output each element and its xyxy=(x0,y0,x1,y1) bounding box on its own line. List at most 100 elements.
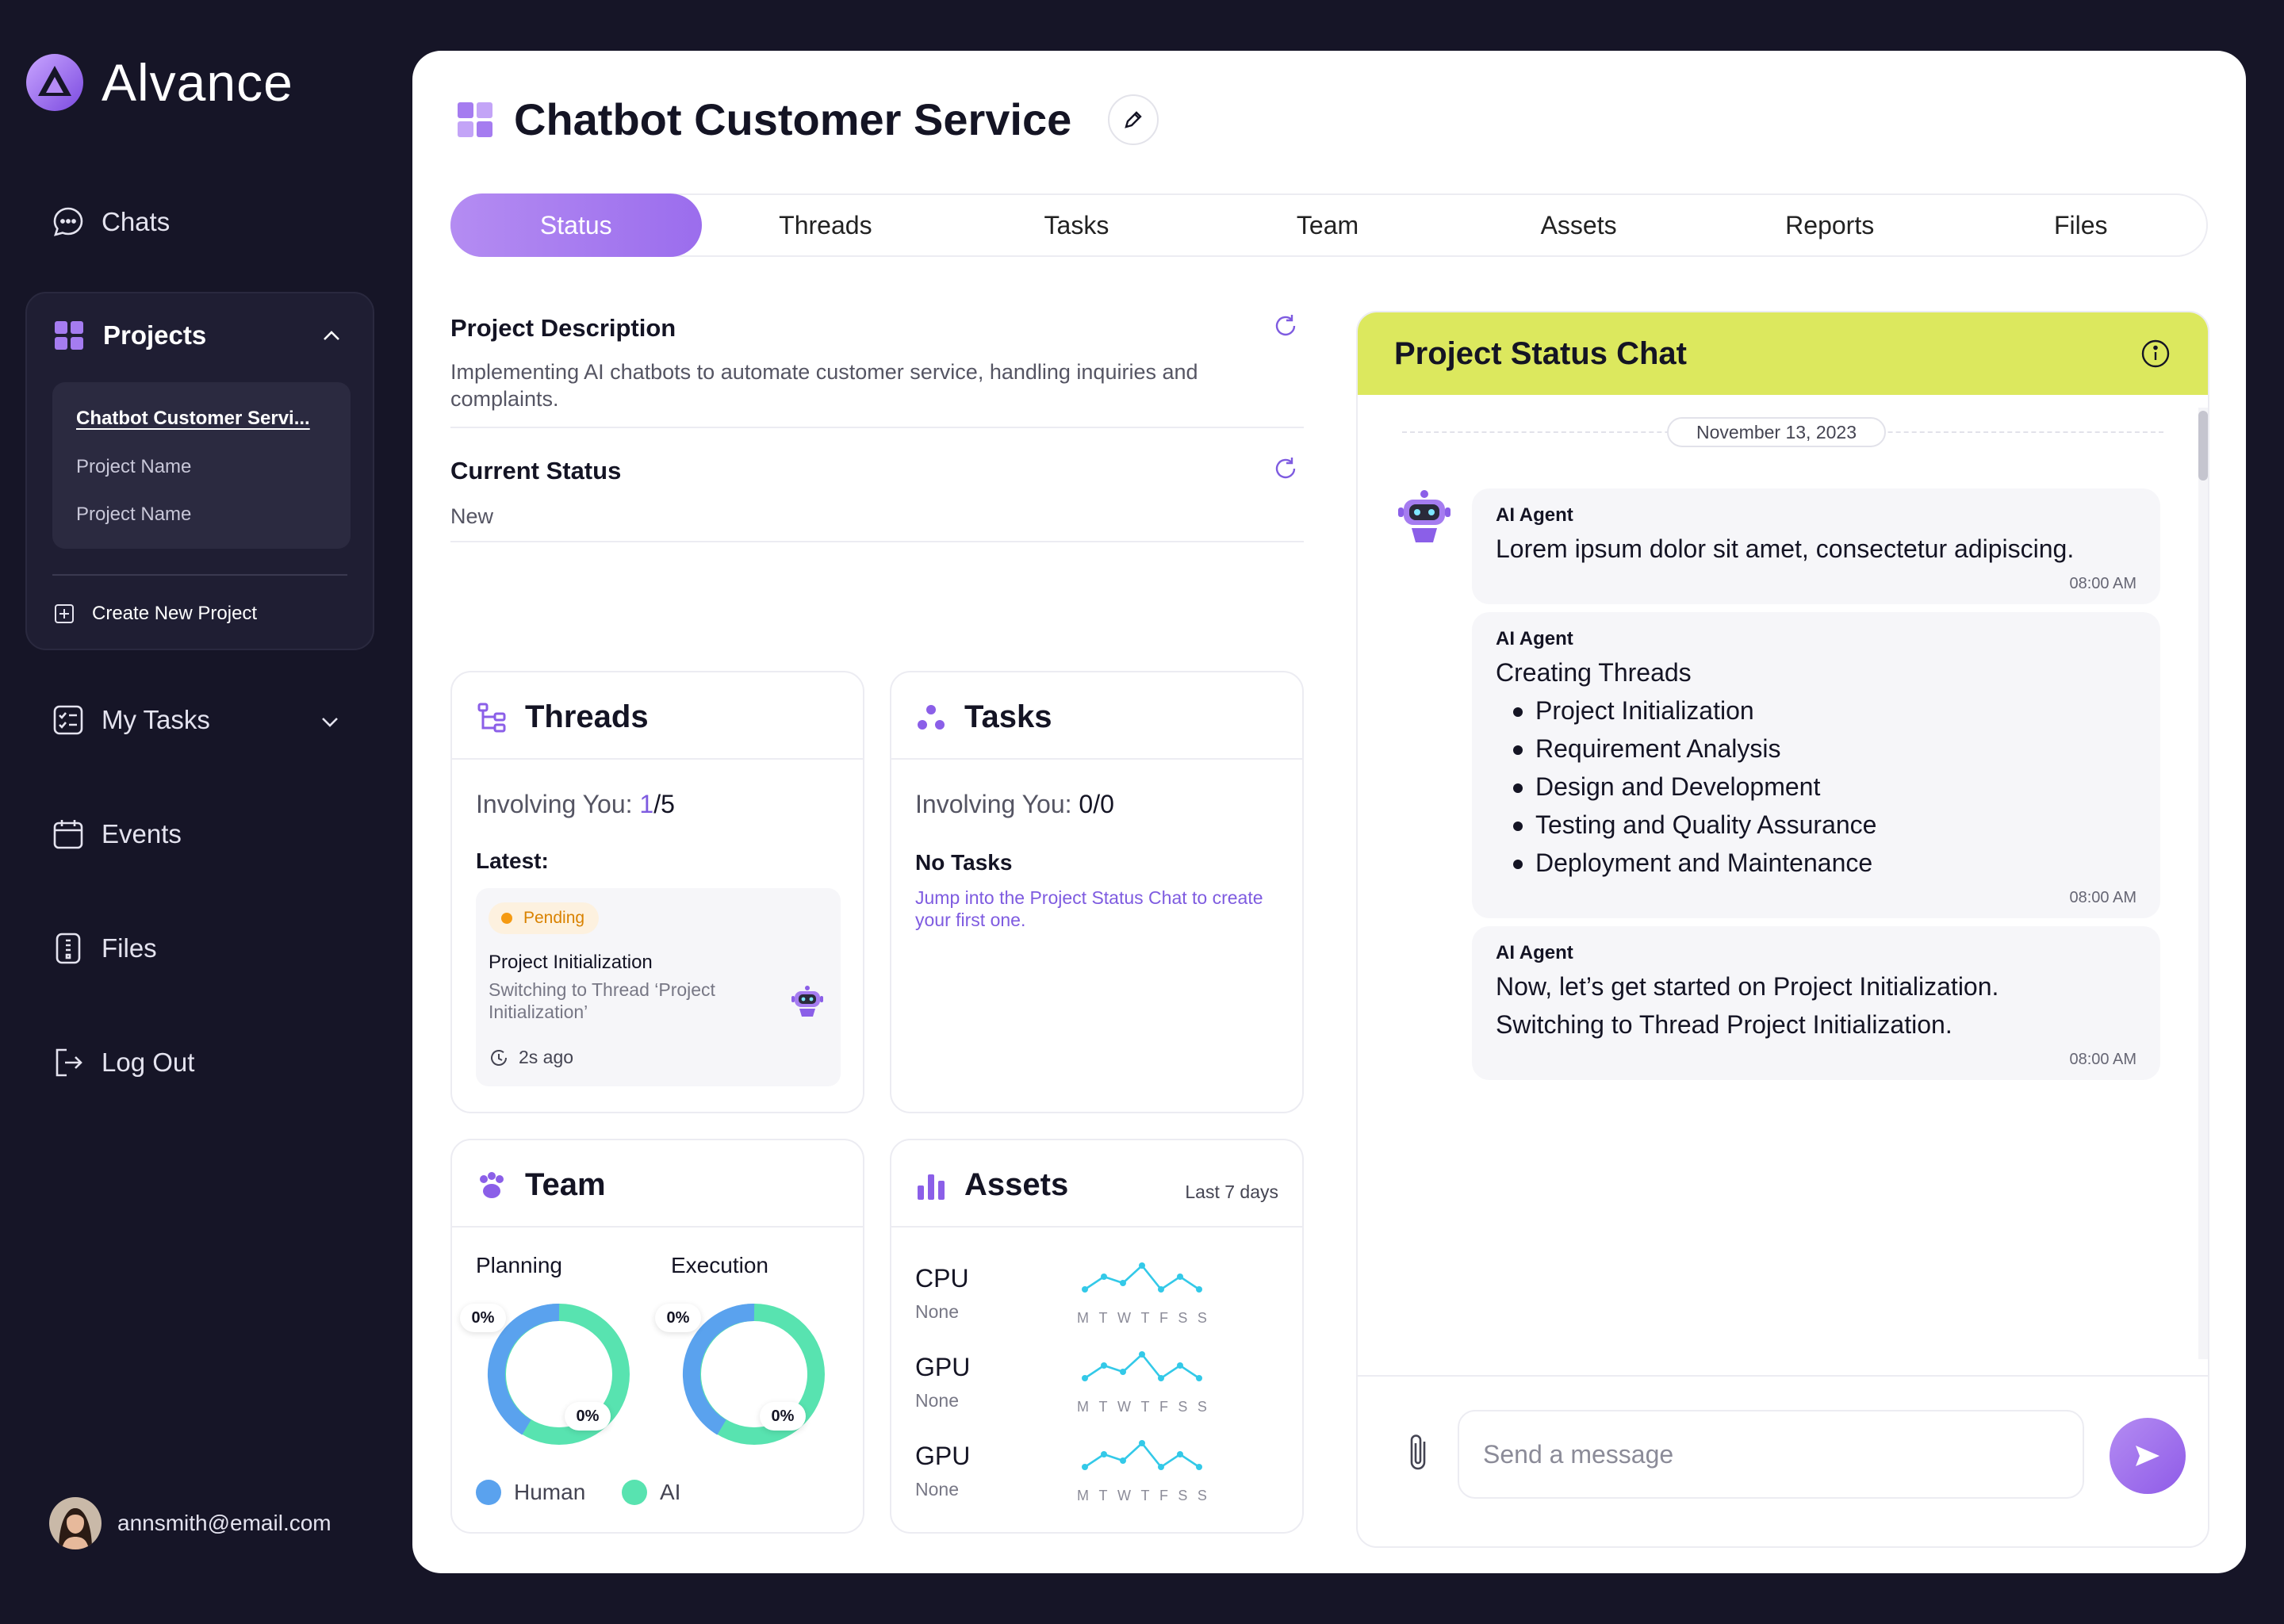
legend-ai: AI xyxy=(622,1480,680,1505)
nav-logout[interactable]: Log Out xyxy=(51,1045,194,1080)
list-item: Deployment and Maintenance xyxy=(1510,844,1876,882)
asset-row-gpu: GPU None xyxy=(915,1353,971,1411)
message-sender: AI Agent xyxy=(1496,504,1573,526)
tasks-hint-link[interactable]: Jump into the Project Status Chat to cre… xyxy=(915,887,1263,930)
status-label: Current Status xyxy=(450,457,622,485)
scrollbar-track[interactable] xyxy=(2198,408,2208,1359)
user-profile[interactable]: annsmith@email.com xyxy=(49,1497,331,1549)
list-item: Design and Development xyxy=(1510,768,1876,806)
project-item[interactable]: Project Name xyxy=(76,504,192,525)
nav-events-label: Events xyxy=(102,819,182,848)
checklist-icon xyxy=(53,705,83,735)
planning-human-pct: 0% xyxy=(460,1304,506,1332)
tab-team[interactable]: Team xyxy=(1296,210,1359,239)
threads-involving-value: 1 xyxy=(639,790,654,818)
latest-thread[interactable]: Pending Project Initialization Switching… xyxy=(476,888,841,1086)
project-item[interactable]: Project Name xyxy=(76,456,192,477)
tab-assets[interactable]: Assets xyxy=(1540,210,1617,239)
chevron-up-icon[interactable] xyxy=(320,325,343,347)
projects-label: Projects xyxy=(103,320,207,350)
info-icon[interactable] xyxy=(2140,338,2171,370)
tab-files[interactable]: Files xyxy=(2053,210,2108,239)
page-title: Chatbot Customer Service xyxy=(514,94,1072,144)
message-sender: AI Agent xyxy=(1496,942,1573,963)
no-tasks-title: No Tasks xyxy=(915,850,1013,875)
status-value: New xyxy=(450,504,494,528)
nav-my-tasks-label: My Tasks xyxy=(102,705,210,734)
asset-row-gpu-2: GPU None xyxy=(915,1442,971,1500)
edit-title-button[interactable] xyxy=(1108,94,1159,145)
nav-my-tasks[interactable]: My Tasks xyxy=(51,703,210,737)
team-card[interactable]: Team Planning 0% 0% Execution 0% 0% Huma… xyxy=(450,1139,864,1534)
page-header: Chatbot Customer Service xyxy=(457,94,1159,145)
projects-toggle[interactable]: Projects xyxy=(54,320,206,350)
tasks-involving-value: 0/0 xyxy=(1079,790,1114,818)
execution-human-pct: 0% xyxy=(655,1304,701,1332)
divider xyxy=(891,758,1302,760)
scrollbar-thumb[interactable] xyxy=(2198,411,2208,481)
app-logo[interactable]: Alvance xyxy=(25,52,293,113)
assets-range[interactable]: Last 7 days xyxy=(1185,1182,1278,1202)
execution-donut xyxy=(682,1303,825,1445)
legend-human: Human xyxy=(476,1480,585,1505)
message-time: 08:00 AM xyxy=(2069,1051,2136,1068)
latest-label: Latest: xyxy=(476,848,549,873)
divider xyxy=(452,1226,863,1228)
execution-label: Execution xyxy=(671,1253,768,1277)
robot-icon xyxy=(1398,490,1450,542)
threads-involving-total: /5 xyxy=(653,790,675,818)
tasks-card-title: Tasks xyxy=(915,699,1052,735)
divider xyxy=(450,427,1304,428)
logout-icon xyxy=(56,1048,82,1077)
tab-bar: Status Threads Tasks Team Assets Reports… xyxy=(450,193,2208,257)
message-sender: AI Agent xyxy=(1496,628,1573,649)
list-item: Requirement Analysis xyxy=(1510,730,1876,768)
message-text: Switching to Thread Project Initializati… xyxy=(1496,1010,1953,1039)
chat-bubble-icon xyxy=(53,207,83,236)
app-name: Alvance xyxy=(102,53,293,112)
grid-icon xyxy=(55,321,83,350)
execution-ai-pct: 0% xyxy=(760,1402,806,1431)
legend-dot xyxy=(476,1480,501,1505)
chevron-down-icon[interactable] xyxy=(319,710,341,733)
tab-reports[interactable]: Reports xyxy=(1785,210,1875,239)
bar-chart-icon xyxy=(918,1174,945,1200)
threads-involving: Involving You: 1/5 xyxy=(476,790,675,818)
asset-row-cpu: CPU None xyxy=(915,1264,969,1322)
assets-card-title: Assets xyxy=(915,1167,1068,1203)
pencil-icon xyxy=(1125,110,1142,128)
message-text: Now, let’s get started on Project Initia… xyxy=(1496,972,1999,1001)
project-status-chat: Project Status Chat November 13, 2023 AI… xyxy=(1356,311,2209,1548)
tasks-card[interactable]: Tasks Involving You: 0/0 No Tasks Jump i… xyxy=(890,671,1304,1113)
nav-events[interactable]: Events xyxy=(51,817,182,852)
list-item: Project Initialization xyxy=(1510,691,1876,730)
send-button[interactable] xyxy=(2110,1418,2186,1494)
paperclip-icon[interactable] xyxy=(1401,1431,1437,1475)
tab-threads[interactable]: Threads xyxy=(779,210,872,239)
nav-logout-label: Log Out xyxy=(102,1048,195,1077)
refresh-icon[interactable] xyxy=(1272,455,1299,482)
cpu-sparkline xyxy=(1082,1262,1202,1293)
chat-message: AI Agent Now, let’s get started on Proje… xyxy=(1472,926,2160,1080)
nav-chats[interactable]: Chats xyxy=(51,205,170,239)
nav-files[interactable]: Files xyxy=(51,931,157,966)
avatar xyxy=(49,1497,102,1549)
project-item-active[interactable]: Chatbot Customer Servi... xyxy=(76,408,310,429)
projects-list xyxy=(52,382,351,549)
grid-icon xyxy=(458,102,492,137)
refresh-icon[interactable] xyxy=(1272,312,1299,339)
message-input[interactable] xyxy=(1458,1410,2084,1499)
divider xyxy=(450,541,1304,542)
tab-status[interactable]: Status xyxy=(450,193,702,257)
tab-tasks[interactable]: Tasks xyxy=(1044,210,1109,239)
latest-thread-time: 2s ago xyxy=(489,1047,573,1068)
message-time: 08:00 AM xyxy=(2069,575,2136,592)
create-project-button[interactable]: Create New Project xyxy=(54,603,257,625)
threads-card[interactable]: Threads Involving You: 1/5 Latest: Pendi… xyxy=(450,671,864,1113)
assets-card[interactable]: Assets Last 7 days CPU None GPU None GPU… xyxy=(890,1139,1304,1534)
projects-panel: Projects Chatbot Customer Servi... Proje… xyxy=(25,292,374,650)
threads-card-title: Threads xyxy=(476,699,649,735)
chat-title: Project Status Chat xyxy=(1394,336,1687,371)
